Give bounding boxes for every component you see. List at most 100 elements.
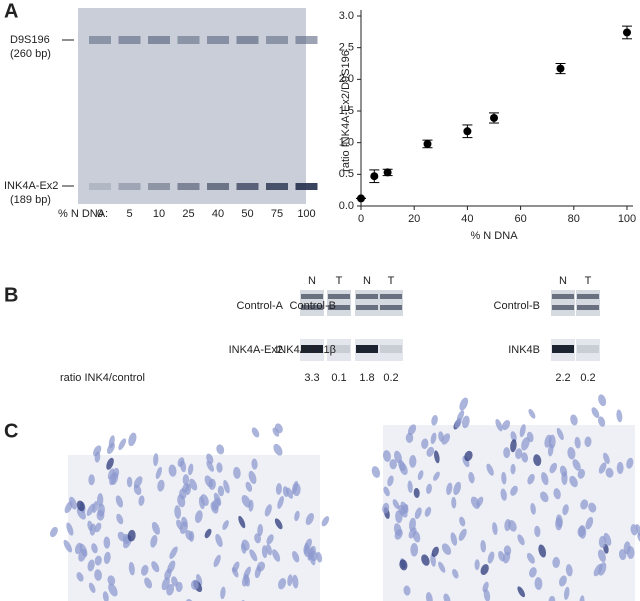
blot-label: INK4B — [508, 344, 540, 356]
nucleus — [187, 463, 194, 476]
nucleus — [441, 433, 451, 445]
nucleus — [91, 543, 98, 554]
y-tick-label: 0.5 — [339, 168, 354, 180]
nucleus — [89, 523, 96, 536]
nucleus — [480, 564, 489, 575]
nucleus — [185, 483, 192, 496]
nucleus — [567, 447, 576, 460]
x-tick-label: 0 — [358, 213, 364, 225]
lane-label: T — [336, 275, 343, 287]
nucleus — [433, 471, 440, 481]
lane-label: N — [308, 275, 316, 287]
nucleus — [541, 472, 549, 486]
lane-label: 0 — [97, 208, 103, 220]
lane-label: 50 — [241, 208, 253, 220]
lane-label: T — [388, 275, 395, 287]
nucleus — [157, 479, 165, 492]
nucleus — [200, 494, 209, 506]
nucleus — [286, 487, 294, 499]
nucleus — [216, 462, 223, 473]
nucleus — [407, 424, 417, 436]
y-tick-label: 0.0 — [339, 200, 354, 212]
nucleus — [243, 566, 251, 580]
band — [118, 36, 141, 44]
nucleus — [434, 450, 440, 464]
nucleus — [403, 585, 411, 596]
nucleus — [569, 475, 578, 488]
nucleus — [64, 501, 73, 514]
nucleus — [528, 408, 536, 419]
marker-label: D9S196 — [10, 34, 50, 46]
nucleus — [277, 496, 284, 509]
band — [295, 183, 318, 190]
nucleus — [78, 548, 87, 562]
band — [301, 345, 323, 353]
nucleus — [480, 539, 487, 553]
band — [89, 36, 111, 44]
nucleus — [127, 529, 136, 542]
nucleus — [274, 518, 283, 530]
nucleus — [548, 434, 556, 449]
nucleus — [266, 544, 272, 556]
band — [328, 345, 350, 353]
nucleus — [292, 574, 299, 589]
band — [380, 294, 402, 299]
ratio-value: 2.2 — [555, 372, 570, 384]
y-tick-label: 1.0 — [339, 137, 354, 149]
nucleus — [603, 452, 610, 464]
nucleus — [421, 438, 429, 450]
nucleus — [383, 486, 390, 497]
nucleus — [256, 561, 266, 572]
blot-label: Control-A — [237, 300, 284, 312]
nucleus — [112, 467, 120, 479]
nucleus — [217, 485, 225, 497]
nucleus — [115, 495, 124, 508]
nucleus — [272, 549, 281, 562]
band — [177, 36, 200, 44]
nucleus — [408, 517, 416, 532]
x-tick-label: 80 — [568, 213, 580, 225]
nucleus — [459, 397, 469, 411]
nucleus — [275, 483, 282, 495]
nucleus — [87, 559, 95, 572]
nucleus — [487, 551, 495, 564]
point — [357, 194, 365, 203]
y-tick-label: 1.5 — [339, 105, 354, 117]
point — [370, 172, 379, 181]
nucleus — [63, 539, 73, 553]
blot-label: INK4A-Ex1β — [275, 344, 336, 356]
nucleus — [527, 473, 535, 485]
nucleus — [371, 466, 381, 478]
nucleus — [459, 516, 466, 527]
nucleus — [138, 495, 145, 506]
nucleus — [107, 575, 116, 586]
nucleus — [133, 484, 142, 496]
nucleus — [597, 549, 606, 563]
nucleus — [241, 539, 250, 551]
blot-bg — [379, 290, 403, 316]
nucleus — [76, 572, 84, 582]
nucleus — [410, 543, 419, 557]
nucleus — [88, 474, 95, 486]
nucleus — [503, 447, 511, 459]
nucleus — [88, 582, 96, 594]
blot-bg — [576, 290, 600, 316]
band — [356, 345, 378, 353]
nucleus — [167, 560, 176, 574]
blot-label: Control-B — [290, 300, 336, 312]
nucleus — [538, 544, 547, 558]
nucleus — [177, 494, 186, 508]
nucleus — [150, 534, 158, 548]
nucleus — [534, 525, 541, 538]
nucleus — [174, 505, 181, 519]
band — [356, 305, 378, 310]
panel-label: B — [4, 284, 18, 306]
nucleus — [603, 532, 612, 546]
band — [577, 294, 599, 299]
band — [552, 294, 574, 299]
nucleus — [558, 575, 567, 587]
nucleus — [424, 506, 432, 517]
nucleus — [212, 497, 221, 511]
nucleus — [515, 448, 523, 459]
